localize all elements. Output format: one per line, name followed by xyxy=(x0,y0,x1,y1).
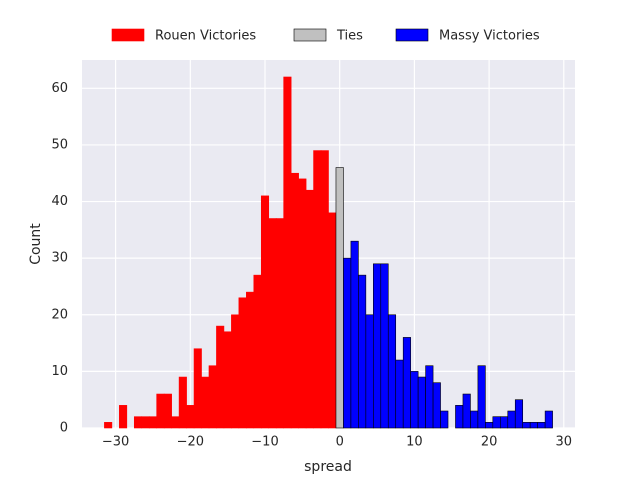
bar xyxy=(492,416,501,429)
bar xyxy=(246,291,255,429)
bar xyxy=(440,410,449,429)
x-tick-label: 0 xyxy=(336,435,344,450)
x-tick-label: −20 xyxy=(177,435,204,450)
bar xyxy=(104,422,113,429)
x-tick-label: −30 xyxy=(102,435,129,450)
y-tick-label: 20 xyxy=(51,307,68,322)
y-tick-label: 40 xyxy=(51,194,68,209)
legend-swatch xyxy=(395,28,429,42)
bar xyxy=(171,416,180,429)
bar xyxy=(178,376,187,429)
y-tick-label: 50 xyxy=(51,137,68,152)
bar xyxy=(417,376,426,429)
bar xyxy=(119,405,128,429)
bar xyxy=(522,422,531,429)
bars xyxy=(104,76,553,429)
x-tick-label: 20 xyxy=(481,435,498,450)
bar xyxy=(305,189,314,429)
bar xyxy=(231,314,240,429)
bar xyxy=(462,393,471,429)
bar xyxy=(283,76,292,429)
bar xyxy=(208,365,217,429)
bar xyxy=(514,399,524,429)
bar xyxy=(193,348,202,429)
bar xyxy=(507,410,516,429)
bar xyxy=(313,150,322,429)
bar xyxy=(328,212,337,429)
bar xyxy=(343,257,352,429)
bar xyxy=(432,382,441,429)
bar xyxy=(223,331,232,429)
x-axis-label: spread xyxy=(304,459,352,475)
bar xyxy=(365,314,374,429)
bar xyxy=(395,359,404,429)
legend: Rouen Victories Ties Massy Victories xyxy=(111,28,540,44)
bar xyxy=(537,422,546,429)
legend-label: Ties xyxy=(336,29,363,44)
bar xyxy=(201,376,210,429)
bar xyxy=(387,314,397,429)
bar xyxy=(186,405,195,429)
bar xyxy=(298,178,307,429)
bar xyxy=(410,371,419,429)
bar xyxy=(275,218,284,429)
y-tick-label: 0 xyxy=(60,421,68,436)
bar xyxy=(260,195,270,429)
bar xyxy=(380,263,389,429)
legend-swatch xyxy=(293,28,327,42)
bar xyxy=(335,167,344,429)
bar xyxy=(373,263,382,429)
y-axis-label: Count xyxy=(28,223,44,265)
legend-label: Massy Victories xyxy=(439,29,540,44)
legend-swatch xyxy=(111,28,145,42)
bar xyxy=(141,416,150,429)
bar xyxy=(290,172,299,429)
bar xyxy=(358,274,367,429)
y-tick-label: 60 xyxy=(51,81,68,96)
y-tick-label: 30 xyxy=(51,251,68,266)
x-tick-label: 30 xyxy=(556,435,573,450)
bar xyxy=(216,325,225,429)
bar xyxy=(133,416,143,429)
bar xyxy=(253,274,262,429)
bar xyxy=(350,240,359,429)
bar xyxy=(320,150,329,429)
x-tick-label: −10 xyxy=(251,435,278,450)
bar xyxy=(544,410,553,429)
bar xyxy=(425,365,434,429)
x-tick-label: 10 xyxy=(406,435,423,450)
bar xyxy=(529,422,538,429)
bar xyxy=(268,218,277,429)
bar xyxy=(163,393,172,429)
legend-label: Rouen Victories xyxy=(155,29,256,44)
y-tick-label: 10 xyxy=(51,364,68,379)
bar xyxy=(402,337,411,429)
bar xyxy=(477,365,486,429)
bar xyxy=(156,393,165,429)
bar xyxy=(500,416,509,429)
bar xyxy=(470,410,479,429)
bar xyxy=(455,405,464,429)
bar xyxy=(148,416,157,429)
bar xyxy=(485,422,494,429)
bar xyxy=(238,297,247,429)
